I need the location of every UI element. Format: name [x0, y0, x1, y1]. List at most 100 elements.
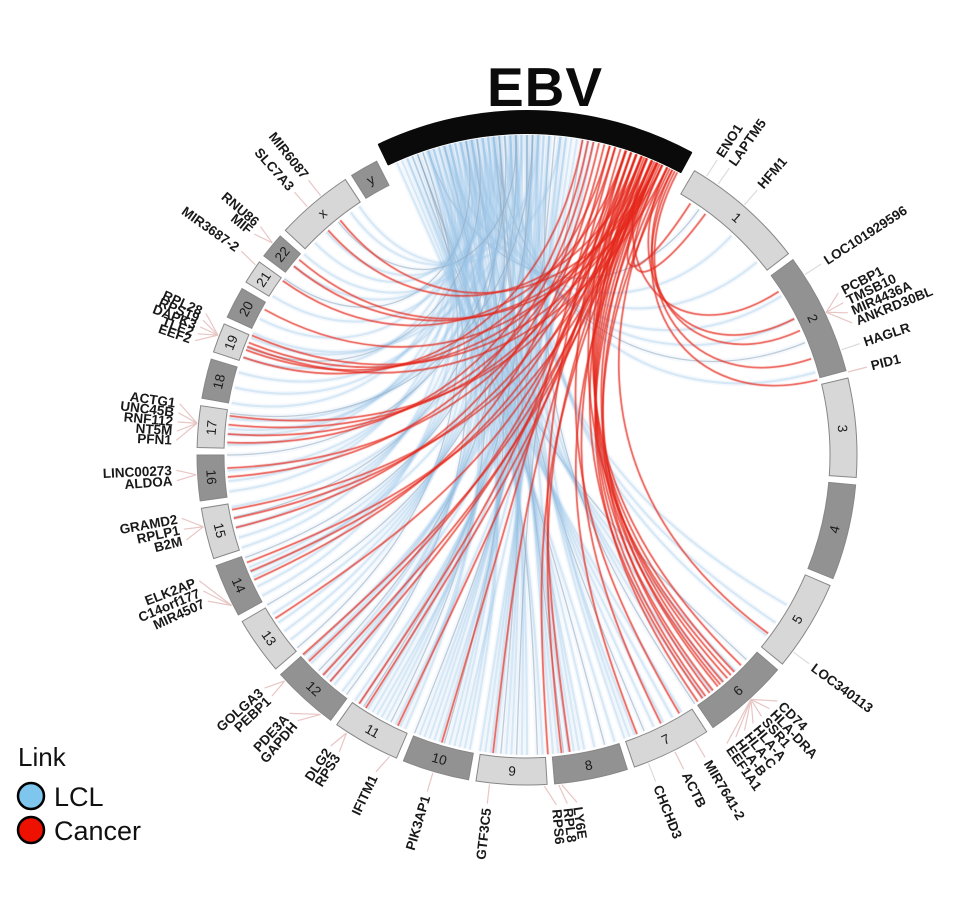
chord-link-lcl	[414, 136, 556, 734]
chord-link-lcl	[374, 138, 580, 717]
chord-link-lcl	[514, 135, 636, 736]
gene-tick-CHCHD3	[647, 763, 657, 782]
chord-link-lcl	[468, 139, 657, 729]
chord-link-lcl	[231, 135, 525, 510]
chord-link-cancer	[440, 145, 611, 743]
chord-link-lcl	[524, 134, 556, 755]
chord-link-lcl	[509, 135, 560, 754]
gene-tick-PEBP1	[271, 680, 286, 697]
cancer-swatch-icon	[16, 815, 46, 845]
chord-link-lcl	[385, 141, 492, 721]
chord-link-lcl	[507, 135, 562, 754]
chord-link-lcl	[542, 136, 633, 738]
chromosome-arc-2	[770, 258, 847, 379]
gene-tick-UNC45B	[178, 412, 198, 424]
chord-link-lcl	[394, 161, 618, 743]
chord-link-lcl	[250, 135, 540, 574]
chord-link-lcl	[341, 148, 474, 693]
chromosome-label-21: 21	[253, 269, 274, 290]
gene-tick-MIR7641-2	[694, 740, 706, 758]
chromosome-arc-16	[196, 454, 228, 502]
gene-tick-LINC00273	[176, 469, 197, 476]
chord-link-cancer	[253, 144, 606, 581]
legend: Link LCL Cancer	[16, 742, 141, 846]
chromosome-arc-8	[551, 743, 628, 785]
gene-label-LOC101929596: LOC101929596	[821, 203, 910, 268]
chromosome-arc-y	[350, 160, 390, 200]
chord-link-lcl	[395, 162, 616, 743]
gene-tick-EEF2	[194, 334, 219, 342]
gene-tick-HLA-DRA	[750, 698, 770, 710]
gene-tick-RNF112	[177, 421, 198, 424]
gene-tick-ENO1	[706, 159, 718, 177]
gene-tick-MIR4436A	[826, 311, 848, 314]
gene-tick-RNU86	[260, 226, 273, 244]
chord-link-lcl	[402, 155, 482, 731]
chord-link-lcl	[238, 142, 469, 539]
chord-link-lcl	[258, 141, 469, 341]
legend-item-cancer: Cancer	[16, 815, 141, 846]
chord-link-lcl	[356, 135, 547, 706]
gene-label-HFM1: HFM1	[755, 154, 791, 192]
chord-link-lcl	[427, 150, 596, 748]
chord-link-lcl	[282, 140, 483, 634]
gene-tick-PIK3AP1	[426, 772, 434, 792]
chord-link-lcl	[390, 145, 487, 723]
chord-link-lcl	[231, 143, 461, 410]
chord-link-lcl	[241, 148, 454, 549]
gene-tick-RPS3	[338, 732, 348, 752]
chord-link-lcl	[404, 157, 501, 751]
chromosome-label-14: 14	[229, 575, 249, 595]
gene-tick-GOLGA3	[264, 680, 285, 689]
chord-link-lcl	[411, 156, 606, 745]
chord-link-lcl	[242, 142, 465, 371]
chord-link-lcl	[393, 141, 597, 726]
chord-link-lcl	[464, 140, 520, 755]
chord-link-lcl	[289, 145, 470, 641]
chord-link-lcl	[249, 135, 541, 575]
gene-label-B2M: B2M	[153, 534, 184, 555]
chromosome-label-13: 13	[258, 628, 279, 649]
chord-link-lcl	[283, 140, 471, 308]
gene-label-LINC00273: LINC00273	[103, 463, 173, 481]
chromosome-label-12: 12	[303, 678, 324, 699]
chord-link-lcl	[404, 157, 684, 714]
gene-tick-IFITM1	[375, 756, 390, 773]
gene-tick-HAGLR	[841, 343, 861, 351]
gene-label-RPL8: RPL8	[560, 807, 579, 843]
chord-link-lcl	[354, 136, 562, 702]
chord-link-lcl	[234, 139, 477, 395]
legend-label-cancer: Cancer	[54, 816, 141, 846]
gene-tick-RPS19	[202, 319, 219, 336]
gene-tick-ALDOA	[176, 474, 197, 482]
chord-link-lcl	[272, 137, 486, 323]
gene-label-LOC340113: LOC340113	[808, 660, 876, 716]
chord-link-lcl	[489, 135, 534, 753]
gene-tick-ACTG1	[179, 403, 198, 424]
chord-link-lcl	[423, 135, 524, 738]
chord-link-lcl	[302, 135, 514, 296]
chord-link-cancer	[650, 170, 818, 387]
chord-link-lcl	[227, 140, 474, 436]
chord-link-lcl	[228, 146, 456, 495]
chromosome-label-20: 20	[236, 299, 256, 319]
chord-link-lcl	[532, 135, 628, 740]
chord-link-cancer	[298, 164, 664, 320]
gene-tick-RPS6	[543, 785, 557, 806]
chord-link-cancer	[227, 150, 627, 469]
chord-link-lcl	[261, 150, 455, 597]
chord-link-cancer	[231, 160, 653, 511]
chromosome-label-17: 17	[204, 420, 220, 436]
chord-link-lcl	[525, 134, 555, 754]
chord-link-lcl	[349, 135, 540, 266]
chord-link-lcl	[394, 141, 595, 726]
chord-link-lcl	[463, 140, 522, 755]
gene-tick-LOC340113	[793, 651, 810, 665]
gene-tick-PID1	[847, 366, 867, 373]
chord-link-lcl	[400, 160, 544, 755]
chord-link-cancer	[574, 162, 658, 735]
gene-tick-LY6E	[561, 784, 578, 803]
chord-link-lcl	[238, 136, 497, 383]
chord-link-lcl	[406, 157, 683, 713]
gene-tick-B2M	[186, 526, 204, 541]
